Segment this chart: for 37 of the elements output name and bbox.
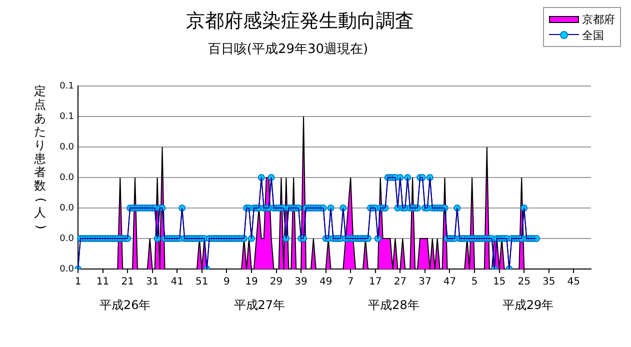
y-tick-label: 0.0: [60, 264, 74, 274]
x-tick-label: 21: [121, 276, 134, 288]
x-tick-label: 47: [443, 276, 456, 288]
chart-title: 京都府感染症発生動向調査: [186, 10, 414, 32]
x-tick-label: 41: [170, 276, 184, 288]
x-tick-label: 15: [492, 276, 506, 288]
x-tick-label: 7: [347, 276, 354, 288]
y-tick-label: 0.0: [60, 234, 74, 244]
x-tick-label: 9: [224, 276, 230, 288]
x-tick-label: 51: [196, 276, 208, 288]
chart-subtitle: 百日咳(平成29年30週現在): [206, 41, 370, 58]
text: 定点あたり患者数(人): [34, 84, 48, 230]
y-tick-label: 0.1: [60, 81, 74, 92]
x-tick-label: 17: [369, 276, 382, 288]
x-tick-label: 29: [270, 276, 283, 288]
y-tick-label: 0.1: [60, 112, 74, 122]
x-tick-label: 35: [542, 276, 556, 288]
y-tick-label: 0.0: [60, 142, 74, 152]
legend-label: 全国: [582, 28, 604, 42]
text: 平成28年: [368, 298, 420, 312]
x-tick-label: 27: [394, 276, 407, 288]
x-tick-label: 49: [319, 276, 332, 288]
x-tick-label: 5: [471, 276, 478, 288]
y-tick-label: 0.0: [60, 172, 74, 183]
y-tick-label: 0.0: [60, 203, 74, 214]
text: 平成26年: [99, 298, 151, 312]
text: 平成27年: [234, 298, 286, 312]
legend-label: 京都府: [582, 12, 615, 26]
x-tick-label: 19: [245, 276, 258, 288]
x-tick-label: 25: [518, 276, 530, 288]
text: 平成29年: [502, 298, 554, 312]
x-tick-label: 45: [567, 276, 580, 288]
x-tick-label: 37: [418, 276, 432, 288]
x-tick-label: 11: [96, 276, 110, 288]
x-tick-label: 31: [146, 276, 159, 288]
x-tick-label: 39: [294, 276, 308, 288]
x-tick-label: 1: [74, 276, 82, 288]
